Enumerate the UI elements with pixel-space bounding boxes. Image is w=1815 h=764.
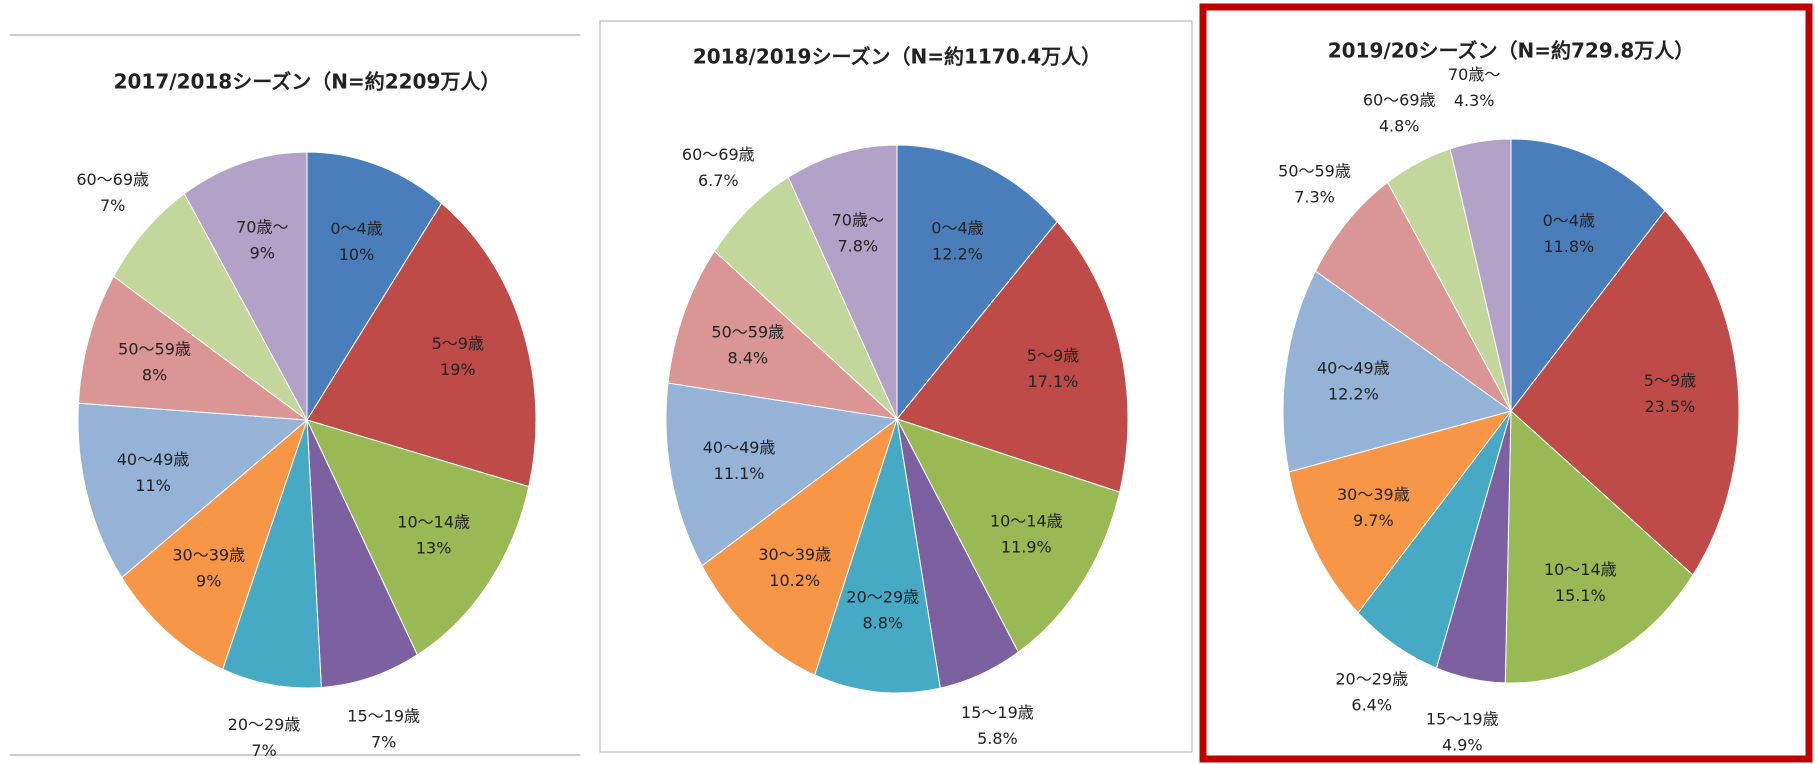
pie-slice — [306, 151, 443, 422]
value-label: 13% — [416, 538, 452, 557]
pie-slice — [665, 382, 899, 567]
value-label: 19% — [440, 360, 476, 379]
slice-label: 10〜14歳 — [990, 512, 1063, 531]
pie-slice — [222, 419, 322, 689]
value-label: 8.8% — [862, 614, 903, 633]
value-label: 17.1% — [1028, 372, 1079, 391]
pie-slice — [1510, 138, 1666, 413]
chart-title: 2018/2019シーズン（N=約1170.4万人） — [693, 45, 1101, 69]
pie-slice — [787, 144, 898, 420]
slice-label: 20〜29歳 — [228, 715, 301, 734]
slice-label: 5〜9歳 — [432, 334, 484, 353]
slice-label: 60〜69歳 — [1363, 91, 1436, 110]
slice-label: 0〜4歳 — [330, 219, 382, 238]
pie-slice — [1288, 410, 1513, 614]
slice-label: 70歳〜 — [236, 217, 288, 236]
pie-slice — [713, 176, 898, 420]
pie-slice — [306, 202, 537, 488]
slice-label: 60〜69歳 — [76, 170, 149, 189]
value-label: 7.3% — [1294, 187, 1335, 206]
value-label: 4.3% — [1454, 91, 1495, 110]
value-label: 15.1% — [1555, 586, 1606, 605]
value-label: 4.9% — [1442, 736, 1483, 755]
slice-label: 10〜14歳 — [397, 512, 470, 531]
value-label: 10% — [339, 245, 375, 264]
value-label: 11.9% — [1001, 538, 1052, 557]
pie-slice — [77, 275, 309, 421]
pie-slice — [306, 419, 530, 656]
slice-label: 15〜19歳 — [347, 706, 420, 725]
slice-label: 70歳〜 — [1448, 65, 1500, 84]
value-label: 6.7% — [698, 171, 739, 190]
slice-label: 30〜39歳 — [172, 546, 245, 565]
pie-slice — [306, 419, 418, 689]
slice-label: 15〜19歳 — [961, 703, 1034, 722]
pie-slice — [667, 250, 899, 420]
value-label: 7% — [251, 741, 276, 760]
value-label: 7.8% — [837, 236, 878, 255]
slice-label: 15〜19歳 — [1426, 710, 1499, 729]
pie-slice — [1510, 209, 1740, 576]
pie-slice — [895, 418, 1121, 653]
value-label: 23.5% — [1645, 397, 1696, 416]
value-label: 11.8% — [1543, 237, 1594, 256]
slice-label: 40〜49歳 — [703, 438, 776, 457]
value-label: 5.8% — [977, 729, 1018, 748]
pie-slice — [1282, 270, 1513, 473]
slice-label: 50〜59歳 — [1278, 161, 1351, 180]
value-label: 7% — [100, 196, 125, 215]
pie-slice — [701, 417, 898, 676]
value-label: 11.1% — [714, 464, 765, 483]
slice-label: 50〜59歳 — [711, 323, 784, 342]
pie-slice — [77, 402, 309, 579]
value-label: 8.4% — [727, 349, 768, 368]
slice-label: 50〜59歳 — [118, 340, 191, 359]
value-label: 8% — [142, 366, 167, 385]
value-label: 7% — [371, 732, 396, 751]
value-label: 10.2% — [769, 571, 820, 590]
highlight-frame — [1199, 3, 1813, 763]
slice-label: 5〜9歳 — [1027, 346, 1079, 365]
pie-slice — [814, 418, 941, 694]
slice-label: 0〜4歳 — [1543, 211, 1595, 230]
pie-slice — [121, 418, 309, 670]
slice-label: 40〜49歳 — [117, 450, 190, 469]
value-label: 9.7% — [1353, 511, 1394, 530]
pie-slice — [1314, 181, 1512, 412]
value-label: 11% — [135, 476, 171, 495]
pie-slice — [113, 192, 308, 421]
slice-label: 5〜9歳 — [1644, 371, 1696, 390]
slice-label: 20〜29歳 — [1335, 669, 1408, 688]
slice-label: 0〜4歳 — [931, 219, 983, 238]
slice-label: 30〜39歳 — [758, 545, 831, 564]
pie-slice — [896, 220, 1129, 493]
value-label: 4.8% — [1379, 117, 1420, 136]
chart-title: 2019/20シーズン（N=約729.8万人） — [1328, 39, 1695, 63]
value-label: 9% — [250, 243, 275, 262]
slice-label: 60〜69歳 — [682, 145, 755, 164]
slice-label: 40〜49歳 — [1317, 359, 1390, 378]
value-label: 12.2% — [1328, 385, 1379, 404]
panel-frame — [599, 20, 1193, 753]
slice-label: 30〜39歳 — [1337, 485, 1410, 504]
chart-title: 2017/2018シーズン（N=約2209万人） — [114, 70, 501, 94]
pie-slice — [183, 151, 308, 421]
slice-label: 70歳〜 — [832, 210, 884, 229]
value-label: 6.4% — [1351, 695, 1392, 714]
slice-label: 20〜29歳 — [846, 588, 919, 607]
pie-slice — [1449, 138, 1512, 412]
value-label: 12.2% — [932, 245, 983, 264]
value-label: 9% — [196, 572, 221, 591]
pie-slice — [1504, 409, 1694, 684]
slice-label: 10〜14歳 — [1544, 560, 1617, 579]
pie-slice — [896, 144, 1058, 421]
